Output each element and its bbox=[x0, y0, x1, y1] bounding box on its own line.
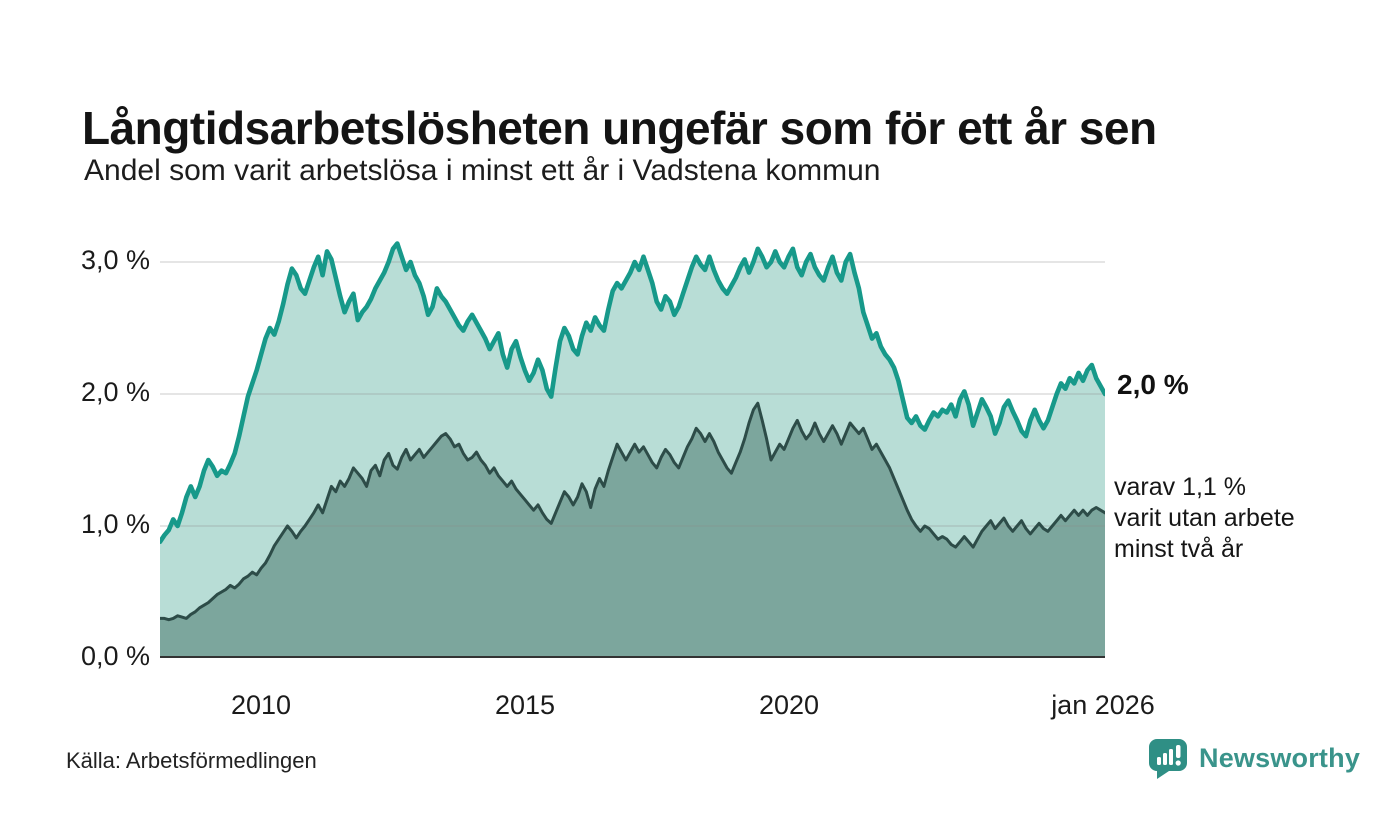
subset-annotation-line: minst två år bbox=[1114, 535, 1244, 563]
subset-annotation: varav 1,1 % varit utan arbete minst två … bbox=[1114, 472, 1295, 565]
newsworthy-logo-icon bbox=[1149, 739, 1187, 779]
series-subset-line bbox=[160, 401, 1105, 622]
y-tick-label: 3,0 % bbox=[80, 245, 150, 275]
y-tick-label: 0,0 % bbox=[80, 641, 150, 671]
x-tick-label: jan 2026 bbox=[1051, 690, 1155, 720]
subset-annotation-line: varit utan arbete bbox=[1114, 504, 1295, 532]
newsworthy-wordmark: Newsworthy bbox=[1199, 742, 1361, 773]
series-subset-area bbox=[160, 403, 1105, 658]
x-tick-label: 2020 bbox=[758, 690, 820, 720]
source-note: Källa: Arbetsförmedlingen bbox=[66, 748, 317, 773]
newsworthy-logo[interactable]: Newsworthy bbox=[1146, 736, 1360, 780]
x-tick-label: 2015 bbox=[494, 690, 556, 720]
page-subtitle: Andel som varit arbetslösa i minst ett å… bbox=[84, 154, 881, 187]
page-title: Långtidsarbetslösheten ungefär som för e… bbox=[82, 101, 1157, 154]
series-total-line bbox=[160, 241, 1105, 545]
subset-annotation-line: varav 1,1 % bbox=[1114, 473, 1247, 501]
y-tick-label: 1,0 % bbox=[80, 509, 150, 539]
latest-value-label: 2,0 % bbox=[1117, 369, 1189, 400]
x-tick-label: 2010 bbox=[230, 690, 292, 720]
area-chart-canvas bbox=[160, 241, 1105, 658]
y-tick-label: 2,0 % bbox=[80, 377, 150, 407]
